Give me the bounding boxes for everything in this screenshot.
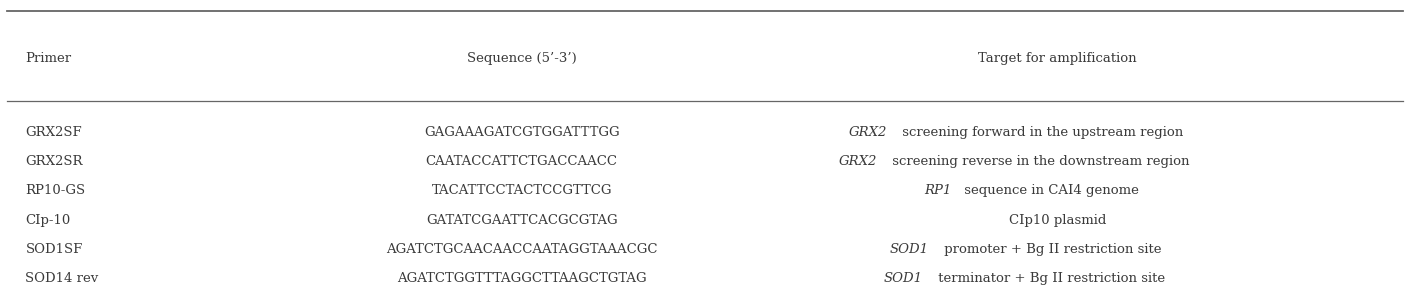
Text: SOD14 rev: SOD14 rev	[25, 272, 99, 285]
Text: Target for amplification: Target for amplification	[979, 52, 1136, 65]
Text: sequence in CAI4 genome: sequence in CAI4 genome	[960, 184, 1138, 198]
Text: RP1: RP1	[925, 184, 952, 198]
Text: CIp-10: CIp-10	[25, 214, 70, 227]
Text: TACATTCCTACTCCGTTCG: TACATTCCTACTCCGTTCG	[431, 184, 612, 198]
Text: screening reverse in the downstream region: screening reverse in the downstream regi…	[888, 155, 1189, 168]
Text: GRX2SF: GRX2SF	[25, 126, 82, 139]
Text: GRX2: GRX2	[838, 155, 877, 168]
Text: AGATCTGGTTTAGGCTTAAGCTGTAG: AGATCTGGTTTAGGCTTAAGCTGTAG	[396, 272, 647, 285]
Text: screening forward in the upstream region: screening forward in the upstream region	[898, 126, 1183, 139]
Text: terminator + Bg II restriction site: terminator + Bg II restriction site	[933, 272, 1165, 285]
Text: GRX2: GRX2	[849, 126, 887, 139]
Text: CAATACCATTCTGACCAACC: CAATACCATTCTGACCAACC	[426, 155, 618, 168]
Text: SOD1: SOD1	[890, 243, 928, 256]
Text: AGATCTGCAACAACCAATAGGTAAACGC: AGATCTGCAACAACCAATAGGTAAACGC	[386, 243, 657, 256]
Text: CIp10 plasmid: CIp10 plasmid	[1008, 214, 1107, 227]
Text: GRX2SR: GRX2SR	[25, 155, 83, 168]
Text: GATATCGAATTCACGCGTAG: GATATCGAATTCACGCGTAG	[426, 214, 618, 227]
Text: Primer: Primer	[25, 52, 72, 65]
Text: promoter + Bg II restriction site: promoter + Bg II restriction site	[939, 243, 1162, 256]
Text: Sequence (5’-3’): Sequence (5’-3’)	[467, 52, 577, 65]
Text: SOD1: SOD1	[883, 272, 922, 285]
Text: SOD1SF: SOD1SF	[25, 243, 83, 256]
Text: GAGAAAGATCGTGGATTTGG: GAGAAAGATCGTGGATTTGG	[424, 126, 619, 139]
Text: RP10-GS: RP10-GS	[25, 184, 86, 198]
